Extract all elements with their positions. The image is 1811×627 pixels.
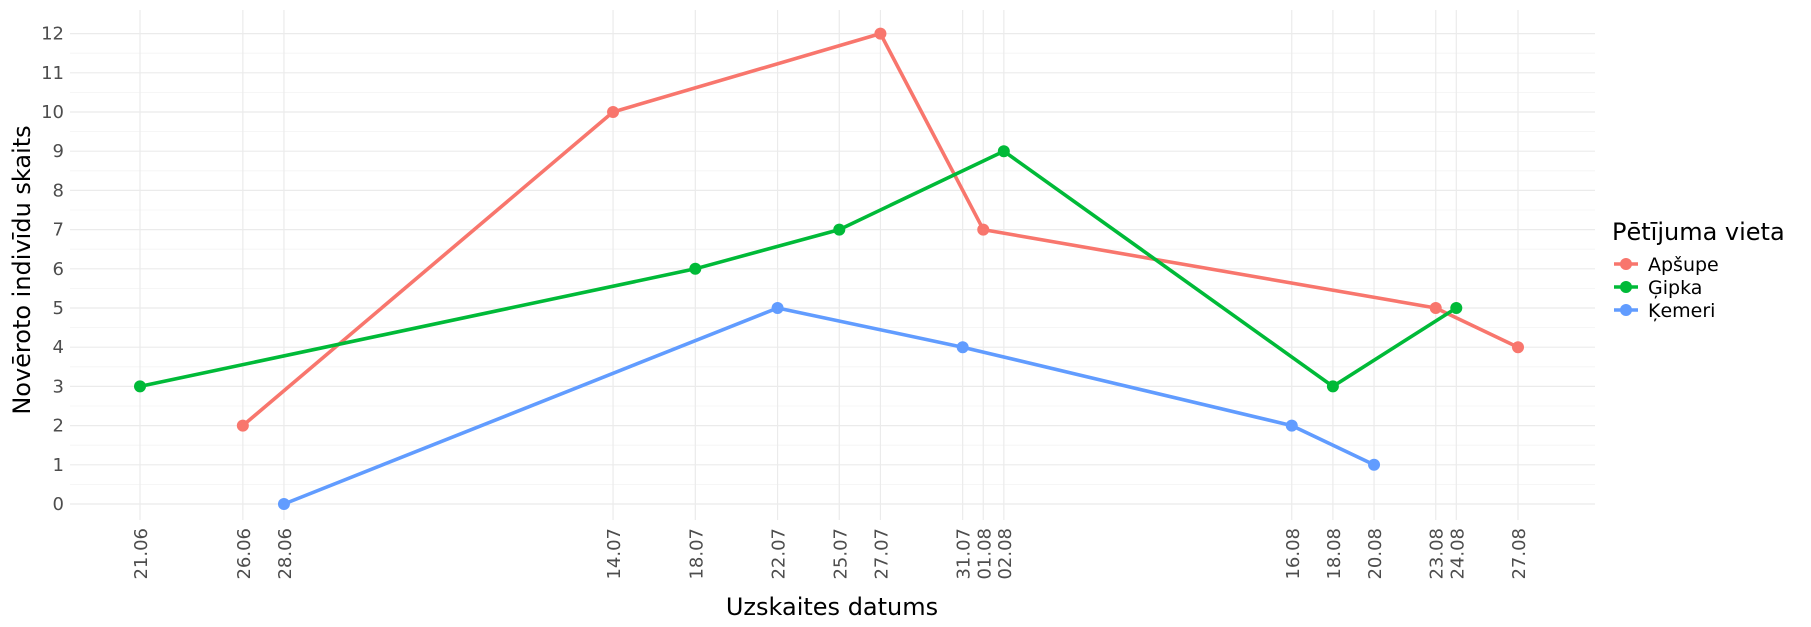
series (236, 27, 1524, 432)
x-tick-label: 21.06 (131, 528, 152, 580)
x-tick-label: 18.07 (686, 528, 707, 580)
series (134, 145, 1463, 393)
data-point (997, 145, 1010, 158)
x-tick-label: 25.07 (830, 528, 851, 580)
legend-key-point (1620, 258, 1632, 270)
data-point (771, 302, 784, 314)
series (277, 302, 1381, 510)
series-line (138, 149, 1459, 389)
y-tick-label: 1 (53, 455, 64, 476)
x-tick-label: 23.08 (1427, 528, 1448, 580)
data-point (1326, 380, 1339, 393)
y-tick-label: 0 (53, 494, 64, 515)
data-point (236, 419, 249, 432)
x-tick-label: 28.06 (275, 528, 296, 580)
x-tick-label: 16.08 (1283, 528, 1304, 580)
data-point (1429, 302, 1442, 314)
legend-item: Ķemeri (1614, 300, 1715, 322)
data-point (134, 380, 146, 393)
data-point (607, 106, 620, 118)
data-point (956, 341, 969, 354)
data-point (1512, 341, 1524, 354)
x-tick-label: 14.07 (604, 528, 625, 580)
series-lines (134, 27, 1524, 510)
y-tick-label: 4 (53, 337, 64, 358)
series-line (241, 31, 1520, 428)
x-tick-label: 22.07 (769, 528, 790, 580)
y-tick-label: 5 (53, 298, 64, 319)
legend-key-point (1620, 281, 1632, 293)
x-axis-title: Uzskaites datums (726, 593, 938, 621)
data-point (874, 27, 887, 40)
y-tick-label: 11 (41, 63, 64, 84)
legend-title: Pētījuma vieta (1612, 218, 1785, 246)
grid (70, 10, 1595, 520)
x-tick-label: 18.08 (1324, 528, 1345, 580)
x-tick-label: 26.06 (234, 528, 255, 580)
data-point (277, 498, 290, 510)
x-tick-label: 24.08 (1447, 528, 1468, 580)
legend-item: Apšupe (1614, 254, 1719, 276)
x-axis-ticks: 21.06 26.06 28.06 14.07 18.07 22.07 25.07 27.07… (131, 528, 1530, 580)
data-point (1450, 302, 1463, 314)
y-tick-label: 6 (53, 259, 64, 280)
legend-label: Ģipka (1648, 277, 1702, 299)
y-tick-label: 8 (53, 180, 64, 201)
x-tick-label: 31.07 (954, 528, 975, 580)
y-tick-label: 2 (53, 416, 64, 437)
y-axis-title: Novēroto indivīdu skaits (8, 125, 36, 414)
legend-label: Ķemeri (1648, 300, 1715, 322)
data-point (1285, 419, 1298, 432)
data-point (1368, 458, 1381, 471)
legend-key-point (1620, 304, 1632, 316)
legend-item: Ģipka (1614, 277, 1702, 299)
data-point (689, 262, 702, 275)
x-tick-label: 27.07 (871, 528, 892, 580)
y-tick-label: 10 (41, 102, 64, 123)
data-point (833, 223, 846, 236)
x-tick-label: 02.08 (995, 528, 1016, 580)
y-tick-label: 7 (53, 220, 64, 241)
y-tick-label: 3 (53, 376, 64, 397)
data-point (977, 223, 990, 236)
y-tick-label: 9 (53, 141, 64, 162)
x-tick-label: 27.08 (1509, 528, 1530, 580)
legend-label: Apšupe (1648, 254, 1719, 276)
x-tick-label: 20.08 (1365, 528, 1386, 580)
y-tick-label: 12 (41, 24, 64, 45)
x-tick-label: 01.08 (974, 528, 995, 580)
